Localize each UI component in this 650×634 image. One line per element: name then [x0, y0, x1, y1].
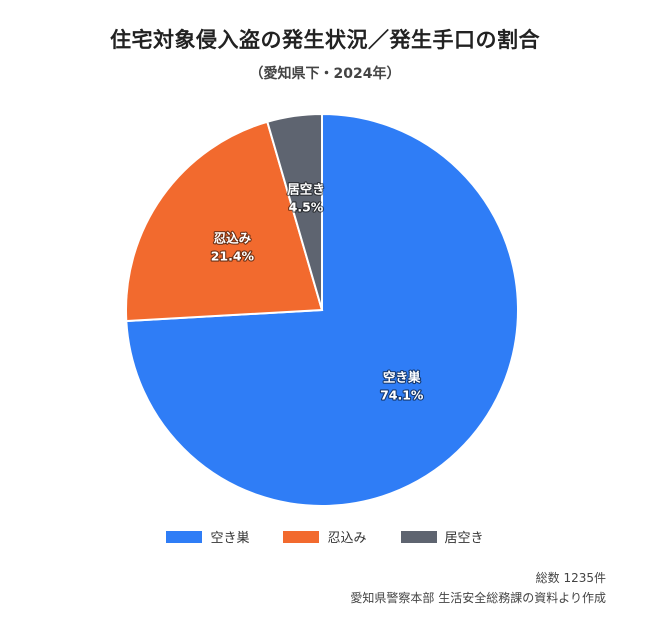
slice-shinobikomi-value-label: 21.4%: [211, 249, 255, 264]
legend-item-iaki: 居空き: [400, 527, 484, 546]
legend-swatch-akisu: [166, 530, 203, 543]
chart-footer: 総数 1235件 愛知県警察本部 生活安全総務課の資料より作成: [350, 568, 606, 608]
slice-iaki-name-label: 居空き: [287, 181, 325, 196]
slice-iaki: [266, 112, 323, 311]
chart-title: 住宅対象侵入盗の発生状況／発生手口の割合: [110, 28, 540, 52]
legend-swatch-iaki: [400, 530, 437, 543]
legend-swatch-shinobikomi: [283, 530, 320, 543]
slice-shinobikomi: [125, 120, 324, 323]
legend-label-akisu: 空き巣: [210, 531, 250, 546]
total-count: 総数 1235件: [535, 571, 606, 585]
legend-item-akisu: 空き巣: [166, 527, 249, 546]
slice-shinobikomi-name-label: 忍込み: [214, 231, 252, 246]
source-note: 愛知県警察本部 生活安全総務課の資料より作成: [350, 591, 606, 605]
chart-legend: 空き巣 忍込み 居空き: [0, 527, 650, 546]
legend-item-shinobikomi: 忍込み: [283, 527, 367, 546]
legend-label-iaki: 居空き: [444, 531, 484, 546]
pie-chart: 空き巣 74.1% 忍込み 21.4% 居空き 4.5%: [125, 112, 519, 507]
slice-akisu-name-label: 空き巣: [383, 369, 421, 384]
slice-akisu-value-label: 74.1%: [380, 387, 424, 402]
chart-subtitle: （愛知県下・2024年）: [249, 66, 401, 82]
slice-iaki-value-label: 4.5%: [289, 199, 324, 214]
legend-label-shinobikomi: 忍込み: [327, 531, 367, 546]
